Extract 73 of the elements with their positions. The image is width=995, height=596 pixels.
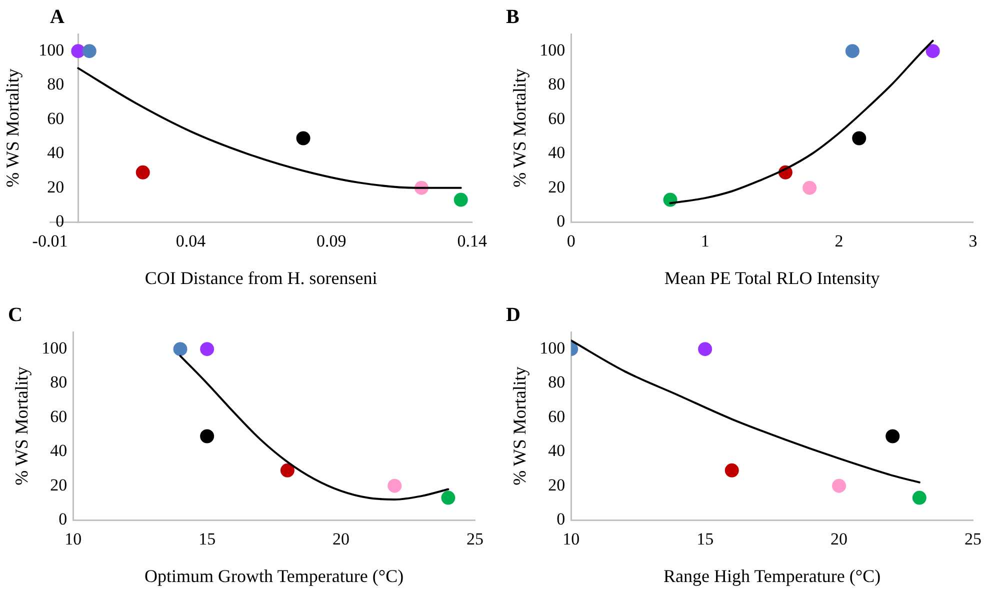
y-tick-label: 60 bbox=[548, 406, 566, 426]
x-axis-title: COI Distance from H. sorenseni bbox=[144, 268, 378, 288]
y-tick-label: 80 bbox=[50, 372, 68, 392]
y-tick-label: 80 bbox=[47, 74, 64, 94]
point bbox=[200, 342, 214, 356]
y-tick-label: 100 bbox=[38, 40, 64, 60]
point bbox=[886, 429, 900, 444]
x-tick-label: 25 bbox=[964, 530, 982, 549]
y-tick-label: 100 bbox=[540, 338, 566, 358]
y-tick-label: 40 bbox=[47, 143, 64, 162]
x-axis-title: Mean PE Total RLO Intensity bbox=[664, 268, 880, 288]
chart-title: D bbox=[506, 304, 520, 326]
x-tick-label: 0.04 bbox=[176, 232, 206, 251]
y-tick-label: 100 bbox=[540, 40, 566, 60]
x-tick-label: 0.09 bbox=[316, 232, 346, 251]
x-tick-label: 20 bbox=[332, 530, 350, 549]
y-tick-label: 20 bbox=[50, 475, 68, 494]
point bbox=[454, 192, 468, 207]
point bbox=[200, 429, 214, 444]
chart-title: C bbox=[8, 304, 22, 326]
y-axis-title: % WS Mortality bbox=[12, 366, 32, 486]
line-series bbox=[571, 340, 920, 484]
y-tick-label: 60 bbox=[50, 406, 68, 426]
x-tick-label: 25 bbox=[466, 530, 484, 549]
y-tick-label: 0 bbox=[556, 509, 566, 528]
y-tick-label: 20 bbox=[47, 177, 64, 196]
x-tick-label: 15 bbox=[696, 530, 714, 549]
point bbox=[832, 478, 846, 493]
y-tick-label: 40 bbox=[50, 441, 68, 460]
y-axis-title: % WS Mortality bbox=[510, 366, 530, 486]
x-axis-title: Optimum Growth Temperature (°C) bbox=[144, 566, 404, 586]
chart-title: B bbox=[506, 6, 520, 28]
y-tick-label: 0 bbox=[556, 211, 566, 230]
y-tick-label: 60 bbox=[548, 108, 566, 128]
point bbox=[280, 463, 294, 478]
point bbox=[698, 342, 712, 356]
y-tick-label: 80 bbox=[548, 372, 566, 392]
y-tick-label: 20 bbox=[548, 475, 566, 494]
y-tick-label: 40 bbox=[548, 441, 566, 460]
point bbox=[136, 165, 150, 180]
point bbox=[802, 180, 817, 195]
point bbox=[845, 44, 860, 58]
point bbox=[71, 44, 86, 58]
y-tick-label: 20 bbox=[548, 177, 566, 196]
point bbox=[912, 490, 926, 505]
x-tick-label: 10 bbox=[64, 530, 82, 549]
x-tick-label: 20 bbox=[830, 530, 848, 549]
x-tick-label: 2 bbox=[834, 232, 844, 251]
x-tick-label: 10 bbox=[562, 530, 580, 549]
y-tick-label: 40 bbox=[548, 143, 566, 162]
point bbox=[173, 342, 188, 356]
point bbox=[852, 131, 866, 146]
x-tick-label: 1 bbox=[700, 232, 710, 251]
point bbox=[663, 192, 678, 207]
point bbox=[388, 478, 402, 493]
y-tick-label: 60 bbox=[47, 108, 64, 128]
x-tick-label: 0.14 bbox=[457, 232, 488, 251]
x-axis-title: Range High Temperature (°C) bbox=[664, 566, 881, 586]
x-tick-label: -0.01 bbox=[32, 232, 68, 251]
y-tick-label: 0 bbox=[56, 211, 64, 230]
x-tick-label: 3 bbox=[968, 232, 978, 251]
chart-title: A bbox=[50, 6, 65, 28]
point bbox=[441, 490, 456, 505]
point bbox=[82, 44, 96, 58]
y-axis-title: % WS Mortality bbox=[2, 68, 23, 188]
y-axis-title: % WS Mortality bbox=[510, 68, 530, 188]
y-tick-label: 100 bbox=[42, 338, 68, 358]
point bbox=[926, 44, 940, 58]
y-tick-label: 80 bbox=[548, 74, 566, 94]
point bbox=[296, 131, 310, 146]
x-tick-label: 15 bbox=[198, 530, 216, 549]
y-tick-label: 0 bbox=[58, 509, 68, 528]
point bbox=[724, 463, 739, 478]
